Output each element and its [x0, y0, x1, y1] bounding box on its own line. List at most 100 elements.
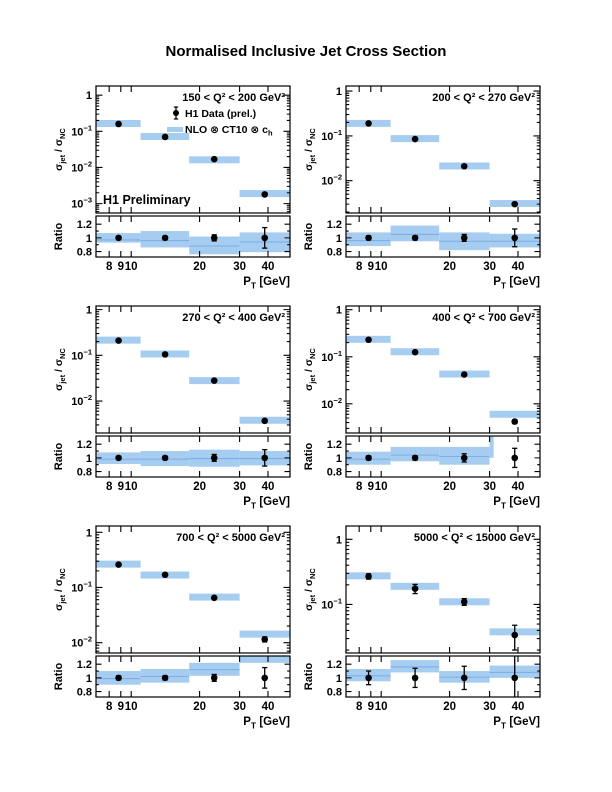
ratio-tick-label: 0.8 [327, 247, 342, 259]
main-plot-area [96, 560, 290, 643]
ratio-tick-label: 0.8 [77, 247, 92, 259]
y-axis-title: σjet / σNC [303, 568, 317, 611]
x-axis-title: PT [GeV] [243, 716, 290, 731]
ratio-axis-title: Ratio [303, 222, 315, 250]
x-tick-label: 8 [356, 481, 363, 493]
panel-title: 5000 < Q² < 15000 GeV² [414, 532, 535, 544]
legend-theory-label: NLO ⊗ CT10 ⊗ ch [185, 124, 273, 138]
ratio-band [239, 656, 290, 663]
x-tick-label: 9 [368, 261, 374, 273]
panel-5: 1 10−1 10−2 0.8 1 1.2 8 9 10 20 30 40 PT [GeV] σjet /… [53, 525, 291, 731]
ratio-point-marker [511, 674, 519, 682]
x-tick-label: 30 [233, 261, 246, 273]
x-tick-label: 30 [483, 701, 496, 713]
ratio-plot-area [346, 225, 540, 251]
ratio-tick-label: 1 [86, 233, 92, 245]
data-point-marker [210, 155, 218, 163]
ratio-frame [95, 215, 291, 258]
ratio-point-marker [261, 674, 269, 682]
y-tick-label: 1 [86, 90, 92, 102]
y-tick-label: 10−1 [71, 347, 92, 362]
data-point-marker [365, 336, 372, 344]
y-tick-label: 1 [86, 305, 92, 317]
x-tick-label: 8 [356, 701, 363, 713]
ratio-band [489, 436, 494, 458]
ratio-frame [95, 435, 291, 478]
ratio-point-marker [460, 234, 468, 242]
axis-ticks [95, 86, 291, 257]
x-axis-title: PT [GeV] [243, 276, 290, 291]
ratio-point-marker [115, 454, 122, 462]
ratio-point-marker [511, 454, 519, 462]
ratio-axis-title: Ratio [53, 222, 65, 250]
x-tick-label: 30 [483, 481, 496, 493]
x-tick-label: 20 [443, 701, 456, 713]
ratio-tick-label: 1.2 [327, 659, 342, 671]
y-tick-label: 10−3 [71, 196, 92, 211]
ratio-point-marker [365, 234, 372, 242]
data-point-marker [115, 561, 122, 568]
y-tick-label: 10−1 [321, 349, 342, 364]
x-tick-label: 8 [106, 261, 113, 273]
data-point-marker [365, 573, 372, 580]
x-axis-title: PT [GeV] [493, 276, 540, 291]
ratio-point-marker [411, 454, 419, 462]
ratio-point-marker [161, 674, 169, 682]
y-tick-label: 10−2 [71, 635, 92, 650]
ratio-point-marker [161, 454, 169, 462]
data-point-marker [261, 636, 269, 643]
ratio-tick-label: 1 [336, 233, 342, 245]
ratio-point-marker [460, 454, 468, 462]
x-tick-label: 8 [106, 701, 113, 713]
ratio-plot-area [96, 656, 290, 689]
ratio-frame [345, 655, 541, 698]
y-tick-label: 1 [336, 305, 342, 317]
data-point-marker [161, 571, 169, 579]
ratio-tick-label: 1 [336, 453, 342, 465]
data-point-marker [210, 377, 218, 384]
panel-title: 700 < Q² < 5000 GeV² [176, 532, 285, 544]
ratio-frame [345, 215, 541, 258]
panel-title: 150 < Q² < 200 GeV² [182, 92, 285, 104]
ratio-point-marker [411, 674, 419, 682]
ratio-tick-label: 1.2 [77, 439, 92, 451]
data-point-marker [115, 337, 122, 344]
theory-band [489, 410, 540, 418]
ratio-point-marker [210, 234, 218, 242]
main-plot-area [96, 119, 290, 198]
data-point-marker [115, 120, 122, 128]
ratio-point-marker [365, 674, 372, 682]
data-point-marker [460, 162, 468, 170]
x-tick-label: 10 [125, 481, 138, 493]
y-tick-label: 10−2 [321, 173, 342, 188]
panel-1-figure: 1 10−1 10−2 10−3 0.8 1 1.2 8 9 10 20 30 40 PT [GeV] σj… [53, 85, 291, 291]
ratio-axis-title: Ratio [303, 442, 315, 470]
x-tick-label: 8 [106, 481, 113, 493]
ratio-point-marker [210, 454, 218, 462]
main-frame [95, 525, 291, 654]
ratio-plot-area [346, 436, 519, 469]
x-tick-label: 8 [356, 261, 363, 273]
ratio-tick-label: 1.2 [77, 659, 92, 671]
panel-2-figure: 1 10−1 10−2 0.8 1 1.2 8 9 10 20 30 40 PT [GeV] σjet /… [303, 85, 541, 291]
ratio-band [390, 660, 440, 673]
x-tick-label: 9 [118, 481, 124, 493]
x-tick-label: 20 [193, 481, 206, 493]
ratio-tick-label: 0.8 [77, 467, 92, 479]
data-point-marker [460, 371, 468, 378]
data-point-marker [411, 348, 419, 356]
ratio-tick-label: 0.8 [327, 687, 342, 699]
x-axis-title: PT [GeV] [493, 716, 540, 731]
main-plot-area [346, 572, 540, 651]
ratio-tick-label: 0.8 [327, 467, 342, 479]
x-tick-label: 40 [262, 701, 275, 713]
data-point-marker [511, 418, 519, 425]
ratio-point-marker [261, 234, 269, 242]
x-tick-label: 10 [125, 261, 138, 273]
data-point-marker [460, 598, 468, 606]
ratio-tick-label: 1 [86, 453, 92, 465]
ratio-tick-label: 0.8 [77, 687, 92, 699]
x-tick-label: 10 [375, 261, 388, 273]
panel-1: 1 10−1 10−2 10−3 0.8 1 1.2 8 9 10 20 30 40 PT [GeV] σj… [53, 85, 291, 291]
